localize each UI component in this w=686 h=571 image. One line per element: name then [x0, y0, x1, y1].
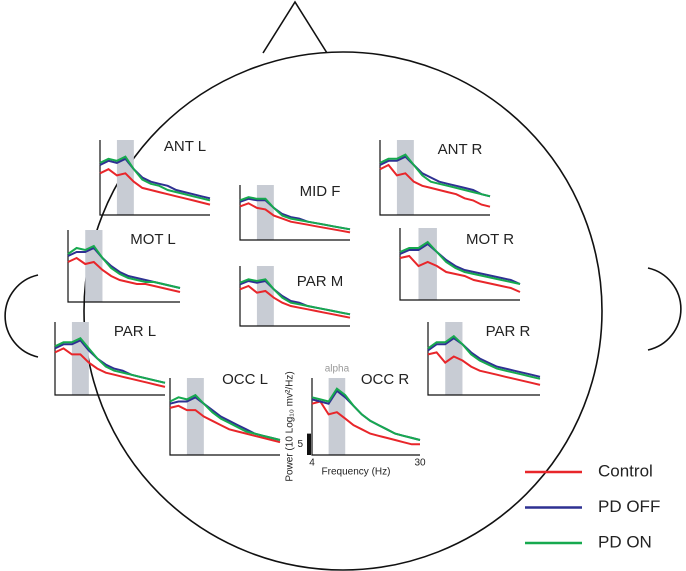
legend: Control PD OFF PD ON: [525, 461, 660, 551]
line-series: [99, 168, 211, 206]
panel-title: OCC L: [222, 371, 268, 388]
panel: MOT L: [67, 230, 181, 303]
alpha-band: [396, 140, 414, 215]
panel-title: PAR R: [486, 323, 531, 340]
panel-title: OCC R: [361, 371, 410, 388]
left-ear: [4, 274, 39, 358]
line-series: [239, 202, 351, 234]
legend-label: Control: [598, 461, 653, 480]
line-series: [427, 334, 541, 380]
panel-title: ANT L: [164, 138, 206, 155]
line-series: [99, 155, 211, 202]
alpha-band: [256, 185, 274, 240]
alpha-band: [116, 140, 134, 215]
panel: ANT R: [379, 140, 491, 216]
panel: MOT R: [399, 228, 521, 301]
panel-title: PAR L: [114, 323, 156, 340]
line-series: [427, 336, 541, 378]
axes: [54, 322, 165, 396]
nose: [262, 0, 328, 54]
line-series: [379, 153, 491, 198]
panel-title: MOT L: [130, 231, 176, 248]
line-series: [399, 240, 521, 285]
panel: PAR R: [427, 322, 541, 396]
line-series: [427, 351, 541, 386]
panel-title: MOT R: [466, 231, 514, 248]
alpha-band: [186, 378, 204, 455]
legend-label: PD OFF: [598, 497, 660, 516]
scale-bar-label: 5: [297, 439, 303, 450]
line-series: [54, 336, 166, 384]
panel: ANT L: [99, 138, 211, 216]
line-series: [239, 278, 351, 316]
y-axis-label: Power (10 Log₁₀ mv²/Hz): [285, 371, 296, 481]
axes: [239, 266, 350, 327]
panel: PAR M: [239, 266, 351, 327]
head: [4, 0, 682, 571]
line-series: [239, 284, 351, 319]
x-axis-label: Frequency (Hz): [322, 467, 391, 478]
line-series: [99, 157, 211, 200]
panel-title: MID F: [300, 183, 341, 200]
scale-bar: [307, 433, 311, 455]
line-series: [54, 347, 166, 388]
panel-title: PAR M: [297, 273, 343, 290]
legend-label: PD ON: [598, 532, 652, 551]
line-series: [311, 387, 421, 441]
axes: [427, 322, 540, 396]
line-series: [67, 256, 181, 293]
x-tick-label: 4: [309, 458, 315, 469]
alpha-band: [85, 230, 103, 302]
head-outline: [83, 51, 603, 571]
band-label: alpha: [325, 364, 350, 375]
line-series: [169, 404, 281, 444]
right-ear: [647, 267, 682, 351]
panel-title: ANT R: [438, 141, 483, 158]
line-series: [379, 163, 491, 208]
panel: PAR L: [54, 322, 166, 396]
line-series: [399, 242, 521, 285]
line-series: [169, 393, 281, 441]
line-series: [67, 244, 181, 289]
line-series: [399, 254, 521, 293]
line-series: [379, 155, 491, 198]
alpha-band: [71, 322, 89, 395]
x-tick-label: 30: [414, 458, 426, 469]
axes: [239, 185, 350, 241]
line-series: [239, 196, 351, 231]
line-series: [311, 400, 420, 446]
panel: MID F: [239, 183, 351, 241]
panel: OCC L: [169, 371, 281, 456]
